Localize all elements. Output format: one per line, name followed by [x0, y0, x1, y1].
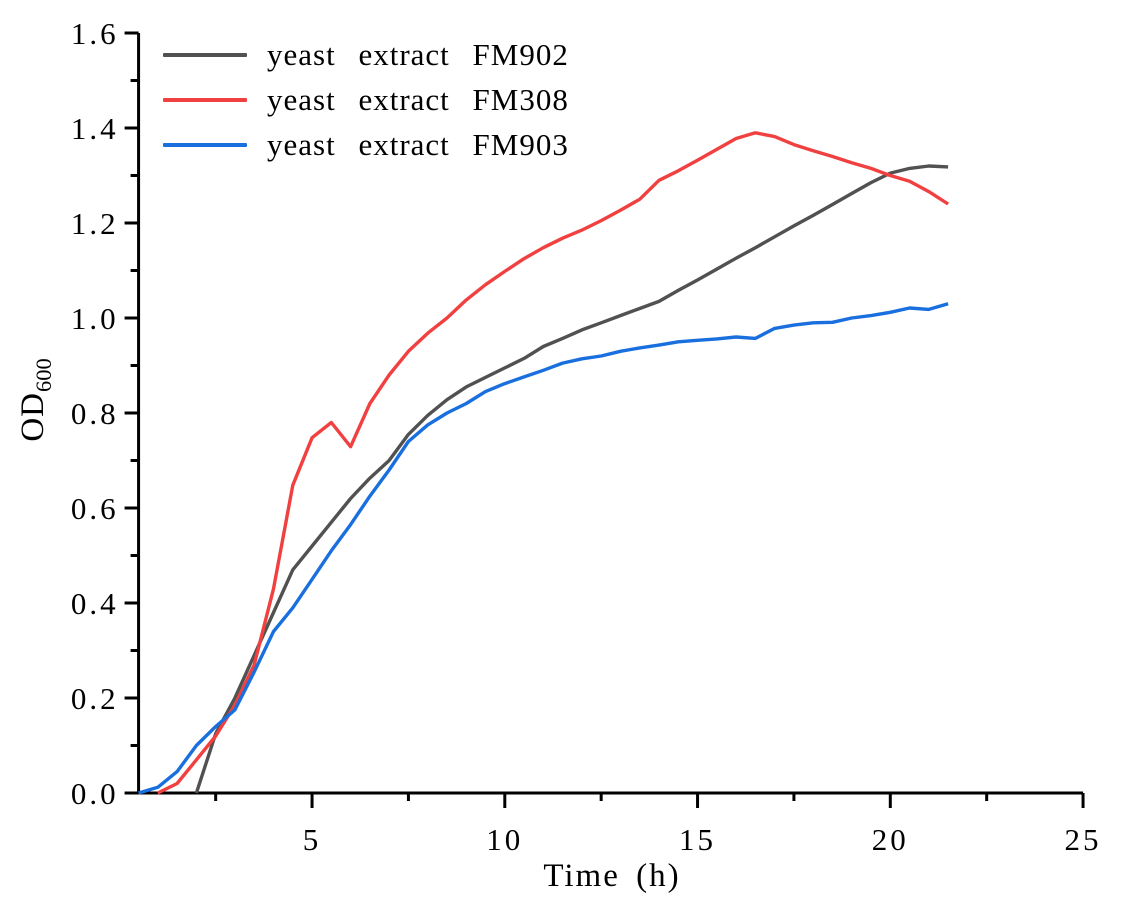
y-tick-label: 0.2 — [71, 681, 119, 716]
x-tick-label: 25 — [1065, 822, 1102, 857]
series-line-yeast-extract-fm308 — [157, 131, 950, 795]
y-tick-label: 1.0 — [71, 301, 119, 336]
legend-item-fm308: yeast extract FM308 — [163, 77, 569, 122]
y-tick-label: 0.8 — [71, 396, 119, 431]
legend: yeast extract FM902 yeast extract FM308 … — [163, 32, 569, 167]
x-axis-label: Time (h) — [543, 858, 681, 894]
series-line-yeast-extract-fm902 — [194, 164, 949, 794]
y-tick-label: 0.0 — [71, 776, 119, 811]
legend-item-fm902: yeast extract FM902 — [163, 32, 569, 77]
legend-line-swatch-fm903 — [163, 142, 247, 147]
legend-label-fm902: yeast extract FM902 — [267, 36, 569, 72]
y-axis-label-subscript: 600 — [30, 358, 56, 392]
y-tick-label: 1.6 — [71, 16, 119, 51]
y-axis-label: OD600 — [15, 358, 57, 441]
y-tick-label: 1.4 — [71, 111, 119, 146]
legend-label-fm903: yeast extract FM903 — [267, 126, 569, 162]
y-tick-label: 0.6 — [71, 491, 119, 526]
x-tick-label: 10 — [486, 822, 523, 857]
series-line-yeast-extract-fm903 — [138, 302, 949, 795]
legend-item-fm903: yeast extract FM903 — [163, 122, 569, 167]
legend-line-swatch-fm308 — [163, 97, 247, 102]
x-tick-label: 5 — [303, 822, 322, 857]
legend-line-swatch-fm902 — [163, 52, 247, 57]
y-tick-label: 0.4 — [71, 586, 119, 621]
legend-label-fm308: yeast extract FM308 — [267, 81, 569, 117]
y-axis-label-main: OD — [15, 391, 52, 442]
y-tick-label: 1.2 — [71, 206, 119, 241]
x-tick-label: 20 — [872, 822, 909, 857]
x-tick-label: 15 — [679, 822, 716, 857]
